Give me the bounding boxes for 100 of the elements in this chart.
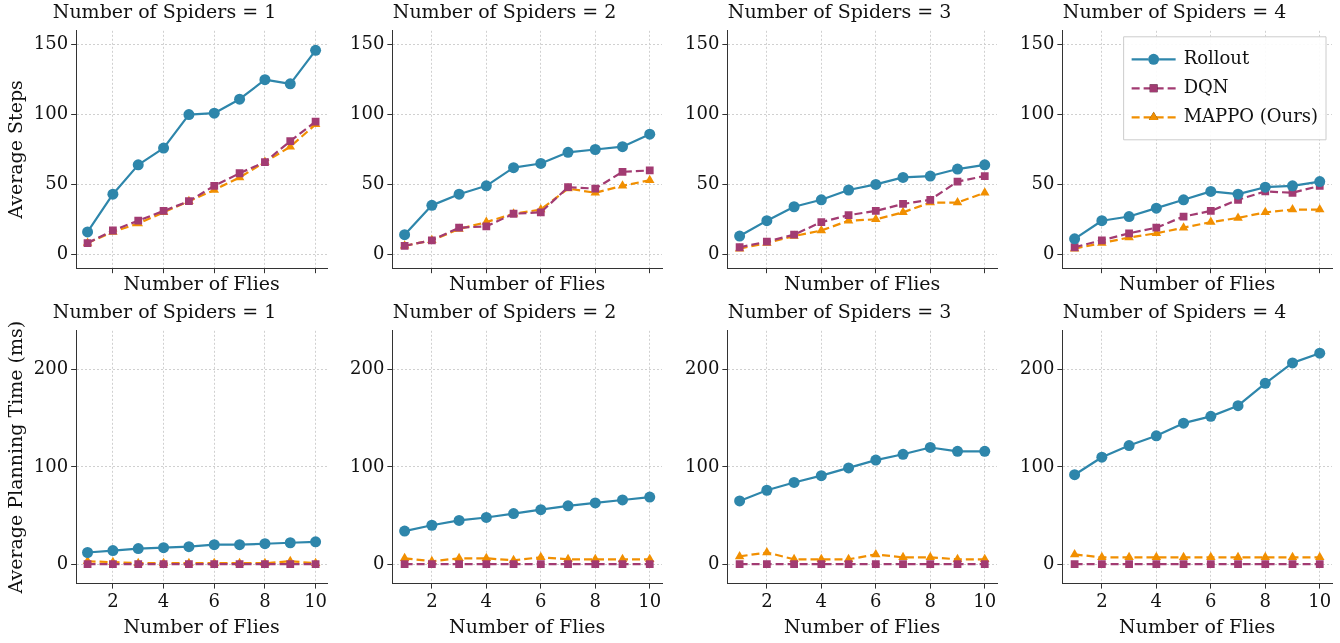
y-tick-label: 0 [56,551,69,573]
chart-title: Number of Spiders = 4 [1062,0,1287,23]
point [734,495,746,507]
chart-title: Number of Spiders = 2 [392,0,617,23]
point [1233,551,1243,561]
point [589,144,601,155]
x-tick-label: 10 [973,590,997,612]
point [591,560,600,569]
point [1096,451,1108,463]
point [952,163,964,175]
y-tick-label: 200 [33,357,69,379]
point [1123,440,1135,452]
point [427,560,436,569]
point [979,445,991,457]
point [1287,551,1298,561]
point [562,500,574,512]
point [1314,204,1325,213]
point [183,109,195,121]
point [132,159,144,171]
y-tick-label: 150 [1020,32,1055,54]
point [844,560,853,569]
y-tick-label: 50 [361,172,385,194]
point [1314,347,1326,359]
point [899,560,907,569]
point [953,177,962,186]
y-tick-label: 150 [685,32,720,54]
y-tick-label: 100 [685,102,720,124]
point [1069,469,1081,481]
point [1206,216,1216,225]
point [979,187,990,196]
point [1206,207,1215,215]
point [480,511,492,523]
point [644,174,655,183]
point [788,476,800,488]
point [482,222,491,231]
point [1178,194,1190,206]
x-tick-label: 4 [480,590,493,612]
point [562,146,574,158]
point [617,141,629,153]
y-tick-label: 200 [685,357,720,379]
point [259,74,271,86]
x-axis-title: Number of Flies [784,271,941,294]
point [734,230,746,242]
point [1287,204,1298,213]
point [509,560,518,569]
point [1205,185,1217,197]
point [897,448,909,460]
point [1150,202,1162,214]
point [82,226,94,238]
point [453,188,465,200]
point [589,497,601,509]
point [790,560,798,569]
point [1259,377,1271,389]
point [871,213,881,223]
x-tick-label: 2 [107,590,119,612]
chart-title: Number of Spiders = 2 [392,300,617,323]
x-tick-label: 6 [535,590,547,612]
point [898,206,908,216]
y-axis-title: Average Steps [4,80,27,220]
point [761,215,773,227]
point [1206,551,1216,561]
point [788,201,800,213]
y-tick-label: 50 [1031,172,1055,194]
point [1124,551,1134,561]
point [480,180,492,192]
point [952,197,963,206]
point [426,199,438,211]
chart-title: Number of Spiders = 3 [727,0,952,23]
y-tick-label: 0 [707,551,720,573]
chart-title: Number of Spiders = 4 [1062,300,1287,323]
x-tick-label: 8 [589,590,601,612]
point [1150,430,1162,442]
y-tick-label: 50 [45,172,69,194]
y-axis-title: Average Planning Time (ms) [4,320,27,595]
point [1097,560,1106,569]
point [536,208,545,217]
point [817,560,826,569]
point [644,491,656,503]
point [535,504,547,516]
x-tick-label: 8 [924,590,936,612]
legend-label: Rollout [1183,46,1250,68]
point [645,560,654,569]
point [482,560,491,569]
point [1205,410,1217,422]
point [1069,548,1080,558]
x-axis-title: Number of Flies [784,614,941,637]
point [535,157,547,169]
point [871,560,880,569]
point [1287,357,1299,369]
chart-title: Number of Spiders = 3 [727,300,952,323]
point [645,166,654,175]
point [762,560,771,569]
point [815,194,827,206]
point [618,167,627,176]
point [399,229,411,241]
point [843,462,855,474]
y-tick-label: 100 [33,102,69,124]
point [453,514,465,526]
point [286,137,295,146]
point [1232,400,1244,412]
